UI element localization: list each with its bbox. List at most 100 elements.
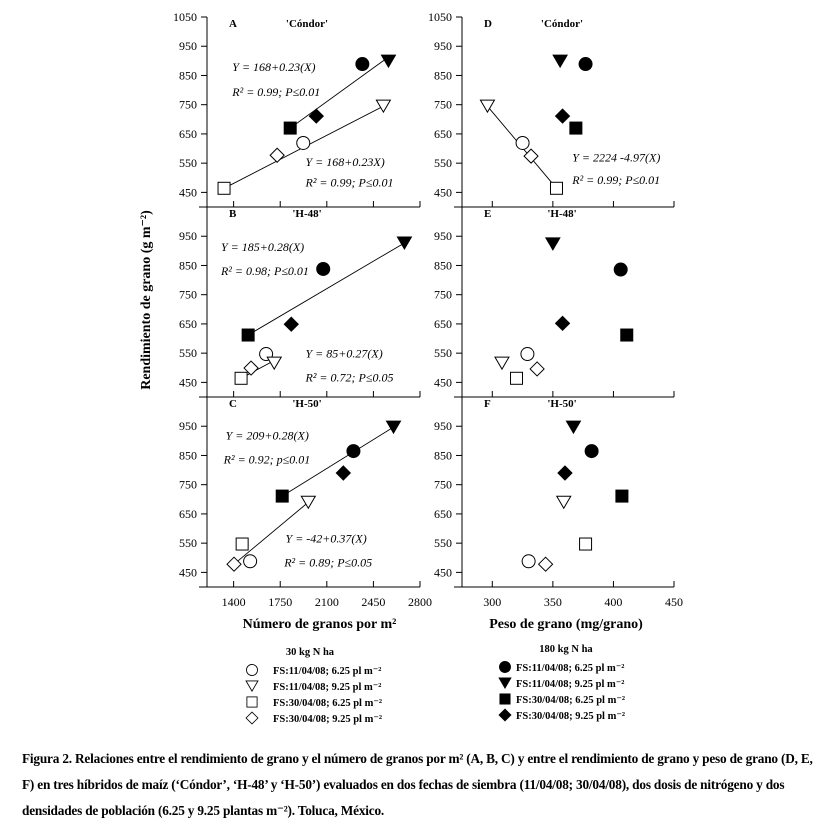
legend-entry-label: FS:30/04/08; 6.25 pl m⁻² [273, 698, 382, 709]
legend-entry-label: FS:30/04/08; 9.25 pl m⁻² [273, 714, 382, 725]
regression-equation: R² = 0.92; p≤0.01 [223, 453, 311, 467]
data-point-square-filled [620, 328, 634, 342]
y-tick-label: 950 [179, 419, 197, 433]
data-point-circle-filled [584, 444, 599, 459]
y-tick-label: 750 [434, 478, 452, 492]
y-tick-label: 650 [179, 317, 197, 331]
y-tick-label: 450 [434, 565, 452, 579]
data-point-triangle-filled [396, 236, 413, 250]
data-point-circle-filled [346, 444, 361, 459]
x-tick-label: 1400 [222, 595, 246, 609]
legend-title: 30 kg N ha [286, 647, 335, 658]
data-point-diamond-filled [283, 316, 299, 332]
data-point-diamond-filled [308, 108, 325, 124]
regression-equation: R² = 0.99; P≤0.01 [231, 85, 320, 99]
y-tick-label: 450 [179, 185, 197, 199]
data-point-diamond-filled [335, 465, 352, 481]
data-point-triangle-filled [380, 54, 397, 69]
y-axis-label: Rendimiento de grano (g m⁻²) [139, 210, 154, 390]
panel-e: E 'H-48' [484, 208, 634, 385]
y-tick-label: 1050 [428, 10, 452, 24]
legend-entry-label: FS:11/04/08; 6.25 pl m⁻² [516, 663, 624, 674]
legend-marker-diamond-filled [498, 708, 512, 722]
y-tick-label: 550 [179, 536, 197, 550]
x-tick-label: 2800 [408, 595, 432, 609]
data-point-circle-filled [316, 261, 331, 276]
y-tick-label: 850 [434, 68, 452, 82]
legend-marker-square-filled [499, 693, 511, 705]
data-point-diamond-open [243, 360, 259, 376]
y-tick-label: 450 [179, 565, 197, 579]
y-tick-label: 850 [434, 258, 452, 272]
panel-d: D 'Cóndor' Y = 2224 -4.97(X) R² = 0.99; P≤0… [479, 18, 660, 195]
data-point-square-open [549, 181, 563, 195]
data-point-square-open [510, 371, 524, 385]
data-point-square-filled [615, 489, 629, 503]
y-tick-label: 550 [179, 346, 197, 360]
x-tick-label: 1750 [268, 595, 292, 609]
panel-letter: E [484, 208, 491, 220]
data-point-circle-filled [613, 262, 628, 277]
y-tick-label: 850 [434, 448, 452, 462]
data-point-triangle-open [494, 356, 510, 371]
y-tick-label: 550 [434, 156, 452, 170]
panel-letter: B [229, 208, 237, 220]
data-point-circle-open [521, 554, 536, 569]
regression-equation: Y = 168+0.23(X) [232, 60, 315, 74]
data-point-square-filled [275, 489, 289, 503]
legend-marker-circle-filled [499, 661, 511, 673]
legend-marker-triangle-filled [498, 677, 512, 689]
data-point-circle-open [515, 135, 530, 150]
data-point-triangle-open [266, 356, 283, 371]
data-point-circle-open [243, 554, 258, 569]
regression-equation: R² = 0.89; P≤0.05 [283, 556, 372, 570]
panel-hybrid-title: 'Cóndor' [541, 18, 583, 30]
y-tick-label: 550 [434, 346, 452, 360]
data-point-circle-filled [578, 57, 593, 72]
data-point-diamond-filled [554, 315, 571, 332]
y-tick-label: 450 [434, 185, 452, 199]
panel-letter: D [484, 18, 492, 30]
panel-c: C 'H-50' Y = 209+0.28(X) R² = 0.92; p≤0.01 Y… [223, 398, 402, 572]
legend-marker-circle-open [246, 664, 258, 676]
legend-marker-triangle-open [245, 680, 259, 692]
x-tick-label: 300 [483, 595, 501, 609]
y-tick-label: 850 [179, 448, 197, 462]
regression-equation: R² = 0.98; P≤0.01 [220, 264, 309, 278]
x-tick-label: 350 [544, 595, 562, 609]
y-tick-label: 750 [179, 478, 197, 492]
regression-equation: R² = 0.99; P≤0.01 [571, 173, 660, 187]
regression-equation: Y = 85+0.27(X) [306, 347, 383, 361]
y-tick-label: 550 [434, 536, 452, 550]
y-tick-label: 950 [434, 39, 452, 53]
data-point-diamond-open [537, 556, 554, 572]
panel-letter: C [229, 398, 237, 410]
panel-b: B 'H-48' Y = 185+0.28(X) R² = 0.98; P≤0.01 Y… [220, 208, 413, 385]
data-point-triangle-open [479, 99, 496, 114]
y-tick-label: 750 [179, 98, 197, 112]
data-point-square-filled [283, 121, 297, 135]
data-point-triangle-filled [544, 237, 561, 251]
panel-hybrid-title: 'H-48' [547, 208, 576, 220]
regression-equation: R² = 0.72; P≤0.05 [305, 371, 394, 385]
panel-hybrid-title: 'H-50' [292, 398, 321, 410]
panel-f: F 'H-50' [484, 398, 629, 572]
data-point-square-filled [569, 121, 583, 135]
y-tick-label: 650 [179, 507, 197, 521]
data-point-diamond-open [269, 147, 285, 163]
y-tick-label: 650 [434, 317, 452, 331]
data-point-circle-open [520, 347, 535, 362]
panel-hybrid-title: 'H-50' [547, 398, 576, 410]
data-point-triangle-open [300, 495, 317, 510]
panel-a: A 'Cóndor' Y = 168+0.23(X) R² = 0.99; P≤0.0… [217, 18, 397, 195]
data-point-triangle-filled [565, 420, 582, 435]
data-point-square-open [579, 537, 593, 551]
y-tick-label: 450 [179, 375, 197, 389]
legend-high-n: 180 kg N ha FS:11/04/08; 6.25 pl m⁻² FS:11… [498, 644, 625, 722]
legend-entry-label: FS:11/04/08; 9.25 pl m⁻² [516, 679, 624, 690]
x-tick-label: 400 [604, 595, 622, 609]
data-point-square-open [235, 537, 249, 551]
right-x-axis-label: Peso de grano (mg/grano) [489, 617, 643, 632]
regression-line [281, 426, 394, 497]
y-tick-label: 450 [434, 375, 452, 389]
